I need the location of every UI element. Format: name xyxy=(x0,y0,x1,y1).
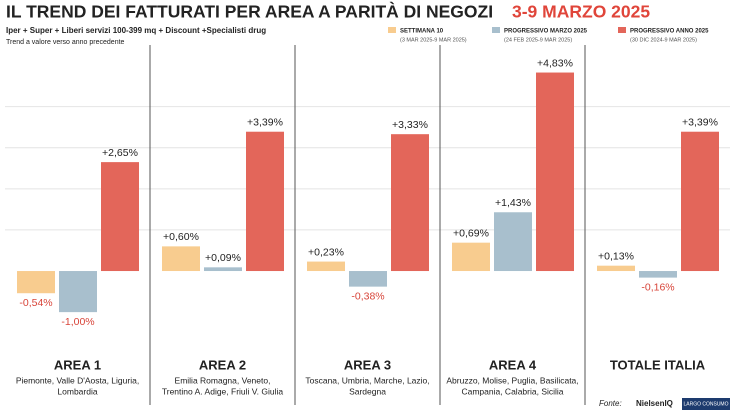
category-note: Trentino A. Adige, Friuli V. Giulia xyxy=(162,386,284,396)
value-label: +0,69% xyxy=(453,227,489,239)
bar xyxy=(17,271,55,294)
x-tick-label: AREA 4 xyxy=(489,357,537,372)
bar xyxy=(349,271,387,287)
note: Trend a valore verso anno precedente xyxy=(6,39,125,46)
legend-label: PROGRESSIVO ANNO 2025 xyxy=(630,29,709,35)
legend-period: (24 FEB 2025-9 MAR 2025) xyxy=(504,37,572,43)
legend-period: (30 DIC 2024-9 MAR 2025) xyxy=(630,37,697,43)
bar xyxy=(452,242,490,272)
bar xyxy=(536,72,574,272)
category-note: Lombardia xyxy=(57,386,97,396)
subtitle: Iper + Super + Liberi servizi 100-399 mq… xyxy=(6,26,266,35)
chart-title-date: 3-9 MARZO 2025 xyxy=(512,2,650,22)
value-label: +0,60% xyxy=(163,231,199,243)
bar xyxy=(307,261,345,272)
source-name: NielsenIQ xyxy=(636,399,673,408)
value-label: +3,39% xyxy=(682,116,718,128)
x-tick-label: TOTALE ITALIA xyxy=(610,357,706,372)
bar xyxy=(597,265,635,272)
category-note: Sardegna xyxy=(349,386,386,396)
bar xyxy=(246,131,284,272)
bar xyxy=(681,131,719,272)
x-tick-label: AREA 2 xyxy=(199,357,246,372)
value-label: +3,39% xyxy=(247,116,283,128)
publisher-badge xyxy=(682,398,730,410)
bar xyxy=(639,271,677,278)
legend-swatch xyxy=(388,27,396,33)
value-label: +4,83% xyxy=(537,57,573,69)
legend-period: (3 MAR 2025-9 MAR 2025) xyxy=(400,37,467,43)
bar xyxy=(101,162,139,272)
value-label: +1,43% xyxy=(495,197,531,209)
legend-label: PROGRESSIVO MARZO 2025 xyxy=(504,29,588,35)
bar xyxy=(59,271,97,313)
source: Fonte: xyxy=(599,399,622,408)
value-label: +0,23% xyxy=(308,246,344,258)
value-label: +2,65% xyxy=(102,147,138,159)
value-label: +0,13% xyxy=(598,250,634,262)
x-tick-label: AREA 3 xyxy=(344,357,391,372)
value-label: -0,54% xyxy=(19,297,52,309)
bar xyxy=(162,246,200,272)
value-label: -1,00% xyxy=(61,316,94,328)
category-note: Toscana, Umbria, Marche, Lazio, xyxy=(305,375,429,385)
legend-swatch xyxy=(492,27,500,33)
legend-label: SETTIMANA 10 xyxy=(400,29,444,35)
bar xyxy=(494,212,532,272)
category-note: Campania, Calabria, Sicilia xyxy=(461,386,563,396)
bar xyxy=(204,267,242,272)
category-note: Abruzzo, Molise, Puglia, Basilicata, xyxy=(446,375,578,385)
category-note: Piemonte, Valle D'Aosta, Liguria, xyxy=(16,375,139,385)
publisher: LARGO CONSUMO xyxy=(683,401,728,407)
value-label: -0,38% xyxy=(351,290,384,302)
bar xyxy=(391,134,429,272)
x-tick-label: AREA 1 xyxy=(54,357,101,372)
legend-swatch xyxy=(618,27,626,33)
value-label: -0,16% xyxy=(641,281,674,293)
value-label: +3,33% xyxy=(392,119,428,131)
category-note: Emilia Romagna, Veneto, xyxy=(175,375,271,385)
value-label: +0,09% xyxy=(205,252,241,264)
chart-title: IL TREND DEI FATTURATI PER AREA A PARITÀ… xyxy=(6,1,493,22)
